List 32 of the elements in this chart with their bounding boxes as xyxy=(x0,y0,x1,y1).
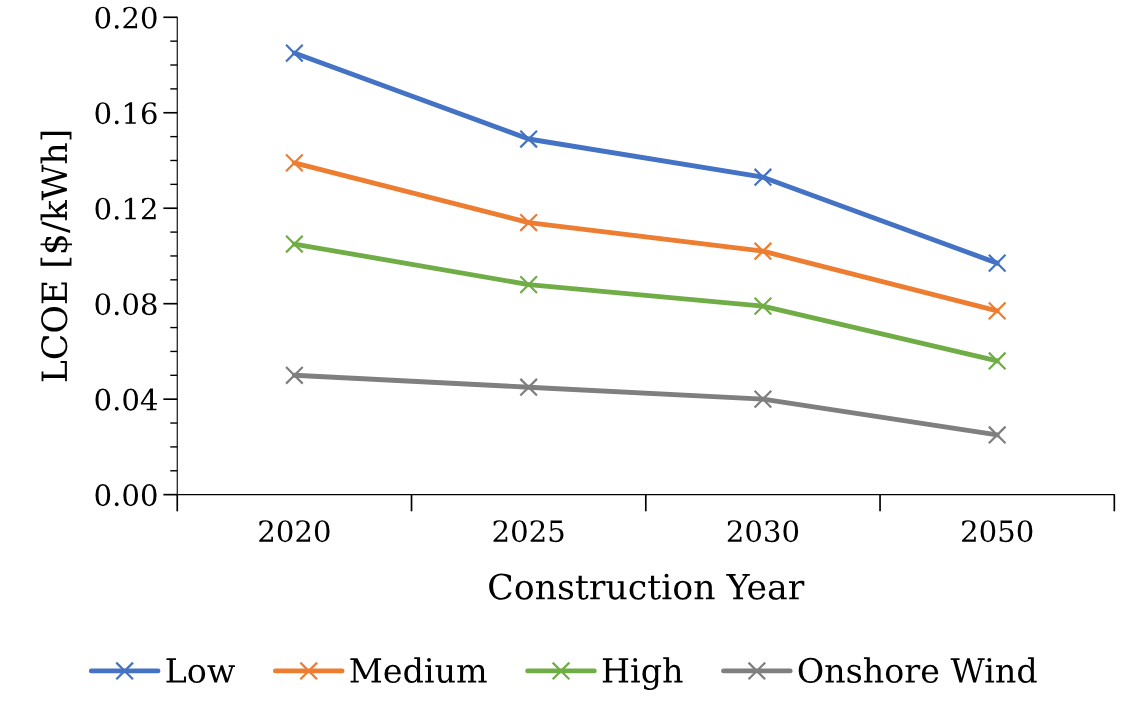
y-tick-label: 0.20 xyxy=(95,6,157,29)
point xyxy=(987,351,1007,371)
y-tick-label: 0.00 xyxy=(95,484,157,507)
x-tick-label: 2025 xyxy=(493,520,564,543)
x-axis-title: Construction Year xyxy=(489,573,805,600)
point xyxy=(987,425,1007,445)
point xyxy=(519,275,539,295)
y-tick-label: 0.16 xyxy=(95,102,157,125)
point xyxy=(519,213,539,232)
legend-label: High xyxy=(602,657,683,690)
point xyxy=(519,377,539,397)
y-tick-label: 0.04 xyxy=(95,388,158,411)
point xyxy=(519,129,539,149)
legend-label: Medium xyxy=(350,657,487,684)
legend-label: Onshore Wind xyxy=(798,657,1037,684)
point xyxy=(284,365,304,385)
y-tick-label: 0.08 xyxy=(95,293,157,316)
point xyxy=(753,389,773,409)
point xyxy=(753,167,773,187)
point xyxy=(284,43,304,63)
point xyxy=(753,296,773,316)
point xyxy=(987,301,1007,321)
legend-label: Low xyxy=(166,658,235,684)
y-tick-label: 0.12 xyxy=(95,197,156,220)
x-tick-label: 2020 xyxy=(259,520,330,543)
x-tick-label: 2030 xyxy=(727,520,799,543)
point xyxy=(284,234,304,254)
y-axis-title: LCOE [$/kWh] xyxy=(40,131,72,382)
point xyxy=(284,153,304,173)
x-tick-label: 2050 xyxy=(962,520,1033,543)
point xyxy=(987,253,1007,273)
point xyxy=(753,241,773,261)
